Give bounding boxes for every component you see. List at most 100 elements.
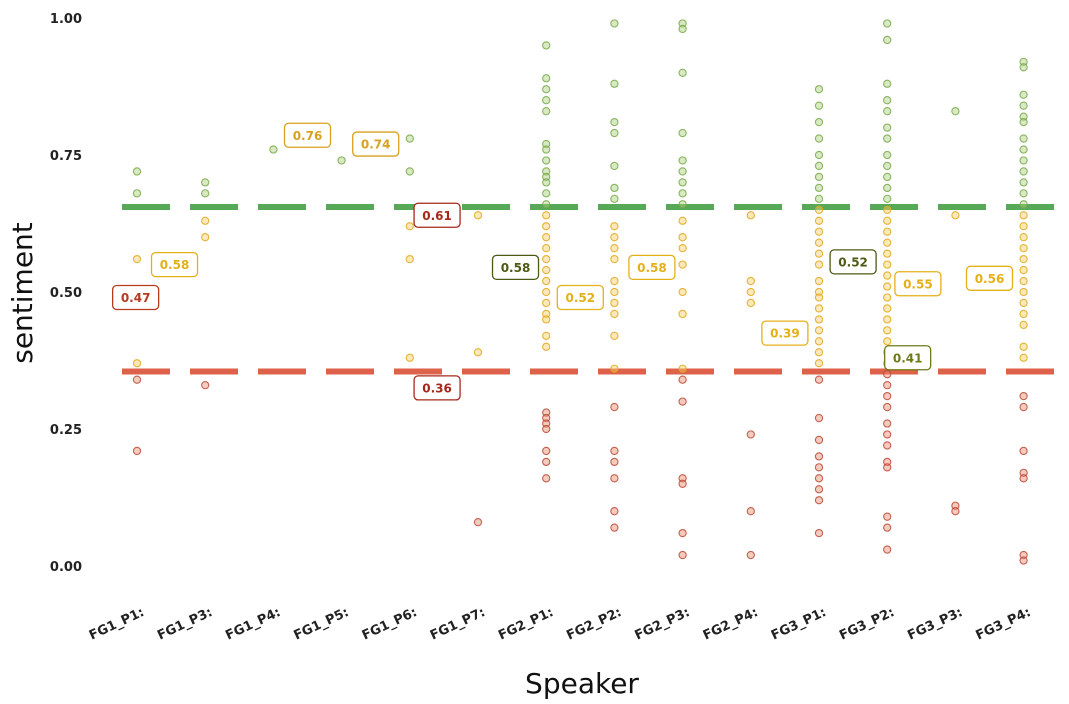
data-points [132,19,1028,565]
data-point [883,123,892,132]
mean-label: 0.58 [628,254,676,280]
data-point [610,233,619,242]
data-point [746,276,755,286]
data-point [678,364,687,373]
data-point [542,96,551,105]
data-point [678,24,687,34]
data-point [1019,342,1028,351]
x-tick-label: FG3_P2: [837,605,897,643]
mean-label-text: 0.52 [565,291,595,305]
data-point [883,79,892,88]
data-point [610,474,619,483]
mean-label-text: 0.47 [121,291,151,305]
y-axis-ticks: 0.00 0.25 0.50 0.75 1.00 [50,12,82,575]
mean-label-box [491,254,540,280]
mean-label-box [413,202,461,228]
x-tick-label: FG1_P7: [428,605,488,643]
data-point [542,74,551,83]
mean-label-text: 0.41 [893,351,923,365]
reference-lines [122,204,1069,375]
data-point [542,107,551,116]
data-point [610,276,619,286]
data-point [814,85,824,94]
data-point [814,359,824,368]
x-axis-ticks: FG1_P1: FG1_P3: FG1_P4: FG1_P5: FG1_P6: FG1_P… [87,605,1033,643]
data-point [883,161,892,171]
data-point [542,424,551,434]
data-point [814,435,824,445]
data-point [883,205,892,214]
data-point [542,457,551,467]
data-point [1019,101,1028,110]
mean-label-box [111,284,160,311]
data-point [883,194,892,203]
data-point [883,271,892,280]
data-point [678,128,687,138]
data-point [678,68,687,77]
data-point [814,413,824,423]
data-point [814,150,824,160]
mean-label-text: 0.56 [975,272,1005,286]
data-point [542,254,551,264]
data-point [746,211,755,220]
data-point [610,19,619,28]
data-point [883,227,892,236]
data-point [814,276,824,286]
data-point [542,474,551,483]
data-point [814,315,824,324]
mean-label: 0.61 [413,202,461,228]
mean-label-box [283,122,332,148]
mean-label-text: 0.39 [770,327,800,341]
data-point [132,189,142,198]
data-point [678,375,687,384]
mean-label-text: 0.58 [160,258,190,272]
x-tick-label: FG3_P1: [769,605,829,643]
data-point [814,117,824,127]
data-point [201,189,210,198]
data-point [1019,156,1028,165]
data-point [814,463,824,472]
data-point [610,117,619,127]
data-point [951,507,960,516]
data-point [883,134,892,143]
data-point [1019,287,1028,297]
data-point [1019,474,1028,483]
data-point [883,19,892,28]
data-point [814,249,824,258]
data-point [883,216,892,225]
data-point [814,326,824,335]
data-point [1019,211,1028,220]
data-point [814,485,824,494]
mean-label: 0.52 [556,284,604,311]
data-point [814,183,824,193]
data-point [1019,178,1028,187]
data-point [883,463,892,472]
data-point [610,183,619,193]
y-tick-label: 0.00 [50,560,82,575]
data-point [814,452,824,461]
data-point [678,287,687,297]
data-point [883,337,892,346]
data-point [1019,298,1028,308]
x-tick-label: FG2_P2: [564,605,624,643]
data-point [1019,134,1028,143]
x-tick-label: FG2_P4: [701,605,761,643]
data-point [542,244,551,253]
data-point [814,205,824,214]
mean-label-text: 0.58 [501,261,531,275]
data-point [678,178,687,187]
data-point [746,550,755,560]
mean-label-text: 0.55 [903,277,933,291]
data-point [473,518,483,527]
data-point [610,457,619,467]
data-point [542,200,551,209]
data-point [814,348,824,357]
mean-label-box [884,345,932,371]
mean-label: 0.58 [491,254,540,280]
data-point [678,260,687,269]
data-point [883,96,892,105]
data-point [542,265,551,275]
mean-label: 0.41 [884,345,932,371]
x-axis-title: Speaker [525,667,639,700]
